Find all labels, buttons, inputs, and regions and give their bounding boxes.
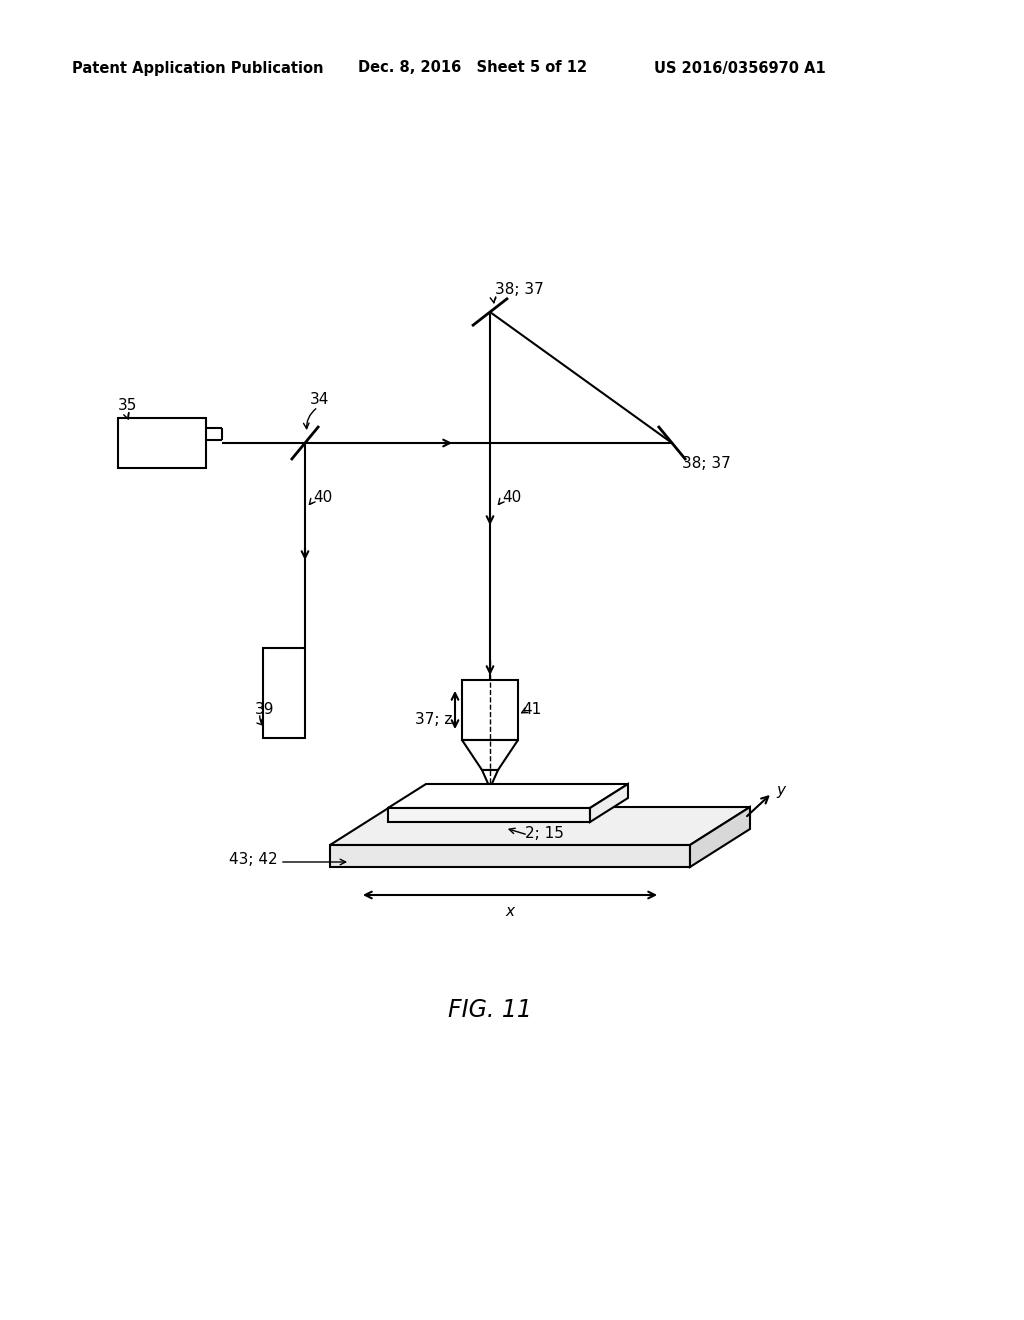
Polygon shape [388, 808, 590, 822]
Text: 40: 40 [502, 491, 521, 506]
Text: 37; z: 37; z [415, 713, 452, 727]
Bar [263, 648, 305, 738]
Text: 38; 37: 38; 37 [495, 282, 544, 297]
Polygon shape [690, 807, 750, 867]
Polygon shape [388, 784, 628, 808]
Text: FIG. 11: FIG. 11 [449, 998, 531, 1022]
Polygon shape [590, 784, 628, 822]
Text: US 2016/0356970 A1: US 2016/0356970 A1 [654, 61, 825, 75]
Text: 2; 15: 2; 15 [525, 825, 564, 841]
Bar [118, 418, 206, 469]
Text: 34: 34 [310, 392, 330, 408]
Text: 35: 35 [118, 397, 137, 412]
Text: y: y [776, 784, 785, 799]
Text: 38; 37: 38; 37 [682, 455, 731, 470]
Bar [462, 680, 518, 741]
Text: 39: 39 [255, 702, 274, 718]
Text: Patent Application Publication: Patent Application Publication [72, 61, 324, 75]
Text: 40: 40 [313, 491, 332, 506]
Text: Dec. 8, 2016   Sheet 5 of 12: Dec. 8, 2016 Sheet 5 of 12 [358, 61, 587, 75]
Polygon shape [330, 845, 690, 867]
Text: 41: 41 [522, 702, 542, 718]
Text: 43; 42: 43; 42 [229, 853, 278, 867]
Polygon shape [482, 770, 498, 788]
Text: x: x [506, 903, 514, 919]
Polygon shape [330, 807, 750, 845]
Polygon shape [462, 741, 518, 770]
